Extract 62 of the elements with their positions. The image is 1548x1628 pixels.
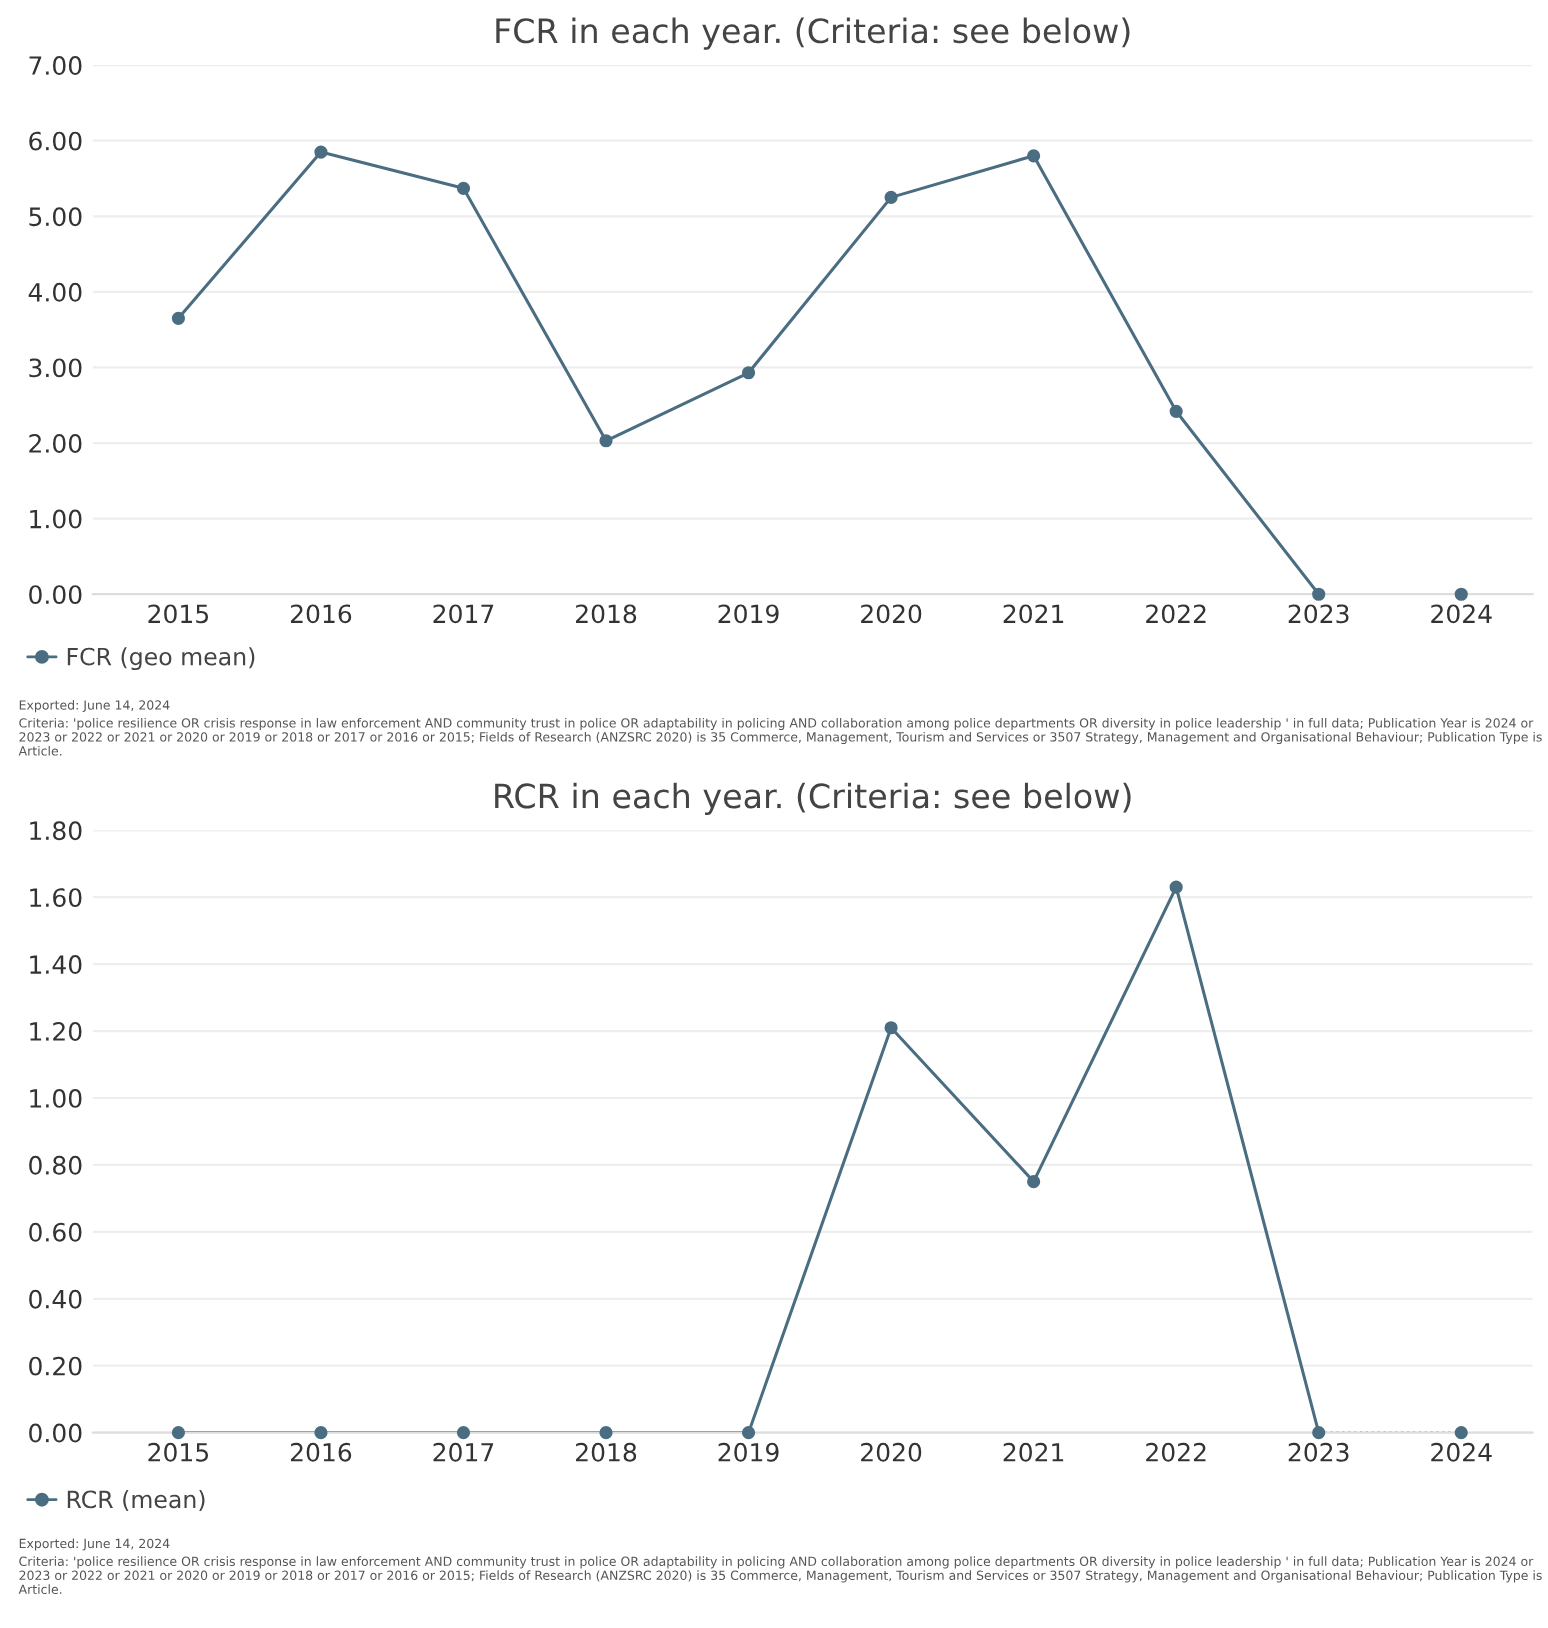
y-tick-label: 0.60 [29,1222,82,1242]
x-tick-label: 2017 [433,1442,494,1462]
point [741,366,756,380]
x-tick-label: 2016 [290,604,352,624]
y-tick-label: 1.20 [30,1022,82,1041]
point [1312,1426,1326,1440]
x-tick-label: 2021 [1003,604,1064,624]
point [171,311,185,325]
x-tick-label: 2022 [1146,604,1206,624]
x-tick-label: 2018 [576,1442,637,1462]
y-tick-label: 1.60 [30,888,82,908]
point [456,1426,471,1440]
y-tick-label: 0.40 [29,1289,82,1309]
x-tick-label: 2023 [1288,1442,1349,1462]
legend-label: FCR (geo mean) [67,647,255,671]
chart-title: RCR in each year. (Criteria: see below) [495,782,1131,815]
point [1454,1426,1468,1440]
x-tick-label: 2020 [861,604,922,624]
x-tick-label: 2018 [576,604,637,624]
x-tick-label: 2024 [1431,604,1492,624]
point [314,145,328,159]
x-tick-label: 2022 [1146,1442,1206,1462]
point [1454,587,1468,601]
x-tick-label: 2015 [148,604,209,624]
y-tick-label: 0.80 [29,1155,82,1175]
point [1169,880,1183,894]
y-tick-label: 0.00 [29,1423,82,1443]
y-tick-label: 1.00 [30,509,82,529]
point [599,1426,613,1440]
y-tick-label: 0.00 [29,585,82,605]
legend-label: RCR (mean) [67,1490,205,1512]
x-tick-label: 2021 [1003,1442,1064,1462]
y-tick-label: 3.00 [29,358,82,378]
y-tick-label: 4.00 [28,282,82,302]
x-tick-label: 2023 [1288,604,1349,624]
x-tick-label: 2024 [1431,1442,1492,1462]
y-tick-label: 6.00 [29,131,82,151]
y-tick-label: 7.00 [29,56,82,75]
point [171,1426,185,1440]
y-tick-label: 0.20 [29,1356,82,1376]
point [1312,587,1326,601]
chart-title: FCR in each year. (Criteria: see below) [496,17,1130,50]
point [1027,149,1041,163]
point [314,1426,328,1440]
y-tick-label: 5.00 [29,207,82,227]
y-tick-label: 1.40 [30,955,82,974]
point [1027,1175,1041,1189]
point [1169,404,1183,418]
point [884,1021,898,1035]
point [599,434,613,448]
y-tick-label: 1.00 [30,1088,82,1108]
point [741,1426,756,1440]
point [456,181,471,195]
x-tick-label: 2019 [718,1442,779,1462]
y-tick-label: 1.80 [30,821,82,841]
y-tick-label: 2.00 [29,433,82,453]
x-tick-label: 2017 [433,604,494,624]
point [884,190,898,204]
x-tick-label: 2019 [718,604,779,624]
x-tick-label: 2016 [290,1442,352,1462]
x-tick-label: 2015 [148,1442,209,1462]
x-tick-label: 2020 [861,1442,922,1462]
